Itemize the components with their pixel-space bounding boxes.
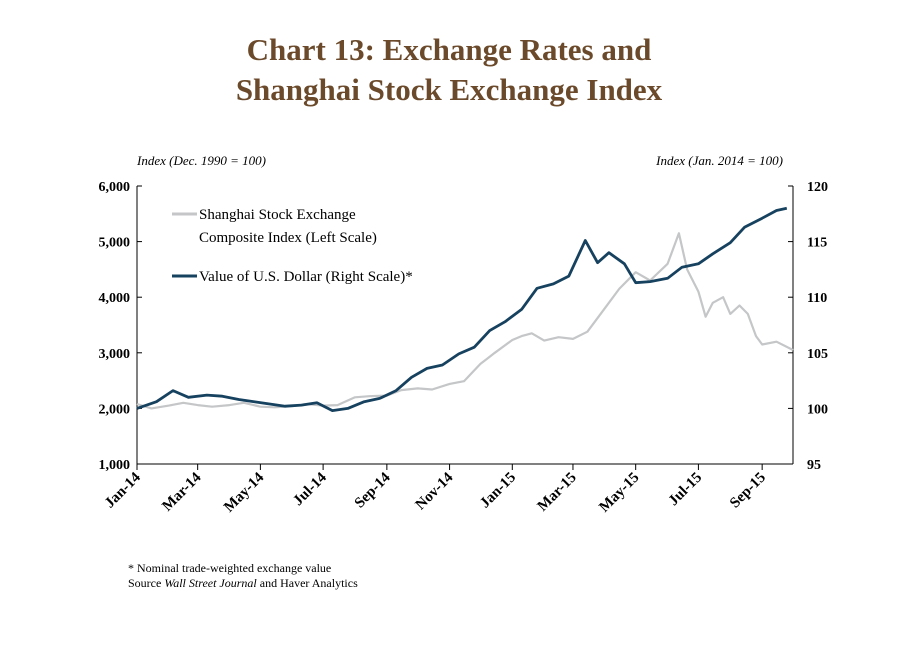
x-tick-label: Sep-14 [352, 469, 394, 511]
x-tick-label: Jul-15 [666, 470, 706, 510]
legend: Shanghai Stock Exchange Composite Index (… [172, 207, 413, 285]
x-tick-label: Jul-14 [290, 469, 330, 509]
left-tick-label: 1,000 [99, 458, 131, 473]
shanghai-index-line [136, 232, 794, 410]
left-axis-label: Index (Dec. 1990 = 100) [136, 153, 266, 168]
legend-dollar-label: Value of U.S. Dollar (Right Scale)* [199, 269, 413, 285]
right-tick-label: 120 [807, 180, 828, 195]
left-tick-label: 6,000 [99, 180, 131, 195]
right-tick-label: 100 [807, 402, 828, 417]
left-tick-label: 5,000 [99, 236, 131, 251]
chart-title: Chart 13: Exchange Rates and Shanghai St… [0, 30, 898, 110]
right-tick-label: 110 [807, 291, 827, 306]
left-tick-label: 4,000 [99, 291, 131, 306]
right-tick-label: 105 [807, 347, 828, 362]
legend-shanghai-label: Shanghai Stock Exchange [199, 207, 356, 223]
x-tick-label: Jan-15 [477, 470, 519, 512]
legend-shanghai-label: Composite Index (Left Scale) [199, 230, 377, 246]
right-tick-label: 95 [807, 458, 821, 473]
x-tick-label: Mar-14 [159, 469, 204, 514]
x-tick-label: Jan-14 [102, 469, 144, 511]
source-publication: Wall Street Journal [164, 576, 257, 590]
chart-title-line-2: Shanghai Stock Exchange Index [235, 72, 663, 107]
left-tick-label: 3,000 [99, 347, 131, 362]
x-tick-label: May-14 [221, 469, 267, 515]
right-tick-label: 115 [807, 236, 827, 251]
left-tick-label: 2,000 [99, 402, 131, 417]
x-tick-label: May-15 [596, 470, 642, 516]
right-axis-label: Index (Jan. 2014 = 100) [655, 153, 783, 168]
source-prefix: Source [128, 576, 162, 590]
chart-title-line-1: Chart 13: Exchange Rates and [246, 32, 652, 67]
source-suffix: and Haver Analytics [259, 576, 358, 590]
source-line: Source Wall Street Journal and Haver Ana… [128, 576, 358, 591]
us-dollar-line [136, 206, 788, 413]
footnote: * Nominal trade-weighted exchange value [128, 561, 332, 575]
series-layer [136, 206, 794, 413]
x-tick-label: Mar-15 [535, 470, 580, 515]
x-tick-label: Nov-14 [413, 469, 457, 513]
x-tick-label: Sep-15 [727, 470, 769, 512]
